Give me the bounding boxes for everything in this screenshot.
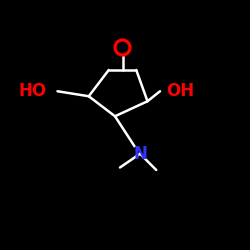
Text: OH: OH xyxy=(166,82,194,100)
Text: N: N xyxy=(133,145,147,163)
Text: HO: HO xyxy=(18,82,46,100)
